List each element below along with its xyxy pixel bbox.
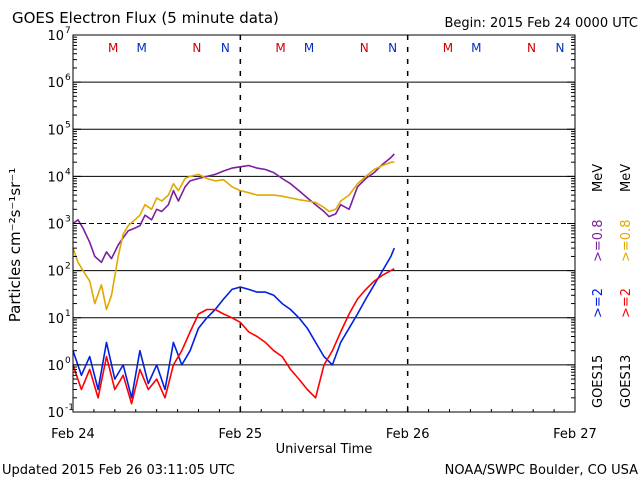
y-tick-label: 10 xyxy=(47,76,64,91)
orbit-marker: N xyxy=(360,41,369,55)
legend-goes15-2mev: >=2 xyxy=(591,288,606,318)
y-tick-label: 10 xyxy=(47,123,64,138)
y-tick-label: 10 xyxy=(47,359,64,374)
legend: GOES15 GOES13 >=2 >=2 >=0.8 >=0.8 MeV Me… xyxy=(591,164,634,408)
y-tick-exponent: 6 xyxy=(65,73,71,83)
series-line xyxy=(72,153,395,264)
x-axis-ticks: Feb 24 Feb 25 Feb 26 Feb 27 xyxy=(51,406,597,442)
y-tick-label: 10 xyxy=(47,265,64,280)
y-tick-exponent: 7 xyxy=(65,26,71,36)
legend-goes13-2mev: >=2 xyxy=(619,288,634,318)
y-tick-label: 10 xyxy=(47,406,64,421)
begin-date: Begin: 2015 Feb 24 0000 UTC xyxy=(444,16,638,31)
orbit-marker: M xyxy=(443,41,453,55)
updated-timestamp: Updated 2015 Feb 26 03:11:05 UTC xyxy=(2,463,235,478)
y-tick-label: 10 xyxy=(47,170,64,185)
legend-goes13: GOES13 xyxy=(619,355,634,408)
y-tick-exponent: -1 xyxy=(65,403,74,413)
legend-goes13-08mev: >=0.8 xyxy=(619,220,634,262)
x-tick-label: Feb 25 xyxy=(218,427,262,442)
x-tick-label: Feb 26 xyxy=(386,427,430,442)
series-line xyxy=(72,247,396,399)
y-tick-exponent: 3 xyxy=(65,215,71,225)
orbit-marker: N xyxy=(192,41,201,55)
legend-goes15-08mev: >=0.8 xyxy=(591,220,606,262)
y-tick-exponent: 5 xyxy=(65,120,71,130)
series-line xyxy=(72,268,395,405)
orbit-marker: M xyxy=(304,41,314,55)
orbit-marker: N xyxy=(388,41,397,55)
orbit-marker: M xyxy=(471,41,481,55)
orbit-marker: M xyxy=(136,41,146,55)
y-tick-label: 10 xyxy=(47,29,64,44)
orbit-marker: M xyxy=(275,41,285,55)
gridlines xyxy=(73,81,575,366)
x-tick-label: Feb 24 xyxy=(51,427,95,442)
orbit-marker: N xyxy=(221,41,230,55)
legend-mev-unit-b: MeV xyxy=(619,164,634,192)
legend-goes15: GOES15 xyxy=(591,355,606,408)
y-tick-label: 10 xyxy=(47,218,64,233)
series-line xyxy=(72,161,395,311)
legend-mev-unit-a: MeV xyxy=(591,164,606,192)
x-axis-label: Universal Time xyxy=(276,442,373,457)
y-tick-label: 10 xyxy=(47,312,64,327)
orbit-marker: M xyxy=(108,41,118,55)
data-series xyxy=(72,153,396,405)
chart-title: GOES Electron Flux (5 minute data) xyxy=(12,9,279,27)
x-tick-label: Feb 27 xyxy=(553,427,597,442)
orbit-marker: N xyxy=(527,41,536,55)
orbit-marker: N xyxy=(556,41,565,55)
day-dividers xyxy=(239,35,409,412)
source-credit: NOAA/SWPC Boulder, CO USA xyxy=(445,463,638,478)
y-tick-exponent: 1 xyxy=(65,309,71,319)
y-tick-exponent: 2 xyxy=(65,262,71,272)
y-axis-label: Particles cm⁻²s⁻¹sr⁻¹ xyxy=(6,168,24,322)
y-tick-exponent: 4 xyxy=(65,167,71,177)
y-tick-exponent: 0 xyxy=(65,356,71,366)
